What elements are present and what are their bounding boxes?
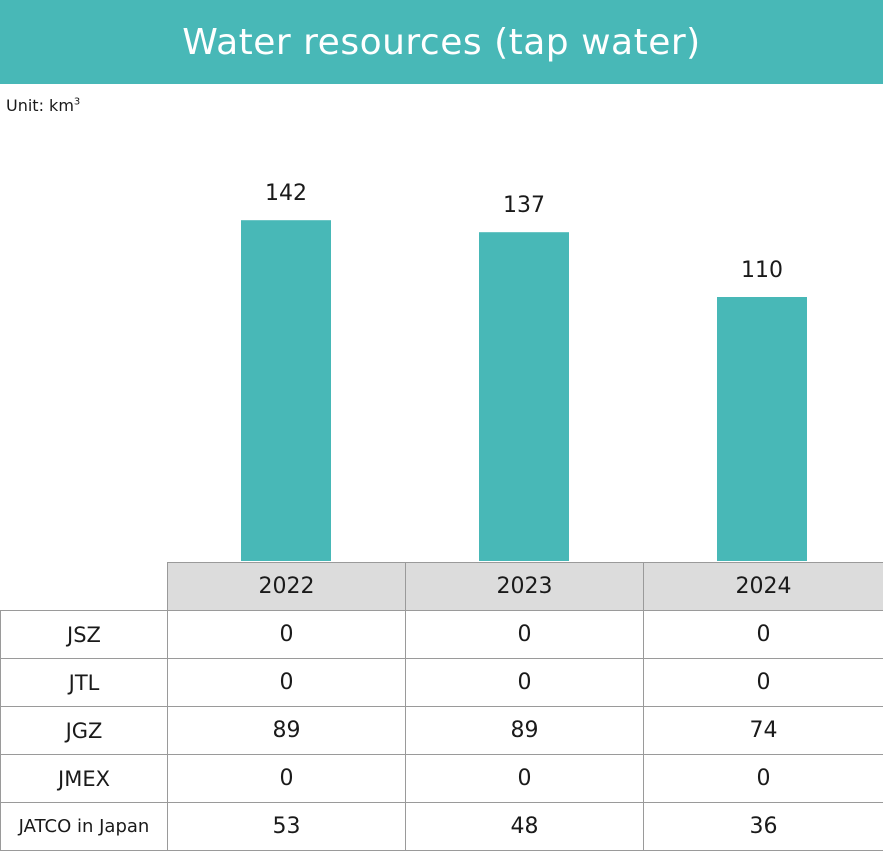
table-row: JTL 0 0 0 (0, 658, 883, 707)
table-cell: 0 (643, 754, 883, 803)
table-cell: 0 (167, 754, 406, 803)
row-label: JATCO in Japan (0, 802, 168, 851)
table-row: JMEX 0 0 0 (0, 754, 883, 803)
unit-superscript: 3 (73, 96, 81, 108)
table-cell: 0 (405, 754, 644, 803)
column-header-2023: 2023 (405, 562, 644, 611)
column-header-2022: 2022 (167, 562, 406, 611)
table-corner-cell (0, 562, 168, 611)
chart-title: Water resources (tap water) (182, 21, 701, 63)
data-label-2023: 137 (503, 193, 545, 218)
row-label: JGZ (0, 706, 168, 755)
table-cell: 0 (167, 658, 406, 707)
bar-2024 (717, 297, 807, 561)
table-cell: 0 (405, 610, 644, 659)
table-cell: 0 (405, 658, 644, 707)
table-cell: 36 (643, 802, 883, 851)
table-cell: 53 (167, 802, 406, 851)
table-row: JATCO in Japan 53 48 36 (0, 802, 883, 851)
row-label: JSZ (0, 610, 168, 659)
unit-label: Unit: km3 (6, 96, 80, 115)
bar-2023 (479, 232, 569, 561)
table-cell: 0 (167, 610, 406, 659)
column-header-2024: 2024 (643, 562, 883, 611)
bar-chart: 142 137 110 (241, 181, 807, 561)
table-row: JSZ 0 0 0 (0, 610, 883, 659)
data-label-2022: 142 (265, 181, 307, 206)
row-label: JMEX (0, 754, 168, 803)
table-cell: 0 (643, 610, 883, 659)
table-cell: 48 (405, 802, 644, 851)
table-cell: 89 (167, 706, 406, 755)
row-label: JTL (0, 658, 168, 707)
data-label-2024: 110 (741, 258, 783, 283)
unit-text: Unit: km (6, 96, 74, 115)
table-row: JGZ 89 89 74 (0, 706, 883, 755)
data-table: 2022 2023 2024 JSZ 0 0 0 JTL 0 0 0 JGZ 8… (0, 562, 883, 851)
table-header-row: 2022 2023 2024 (0, 562, 883, 611)
title-bar: Water resources (tap water) (0, 0, 883, 84)
table-cell: 0 (643, 658, 883, 707)
table-cell: 74 (643, 706, 883, 755)
table-cell: 89 (405, 706, 644, 755)
bar-2022 (241, 220, 331, 561)
